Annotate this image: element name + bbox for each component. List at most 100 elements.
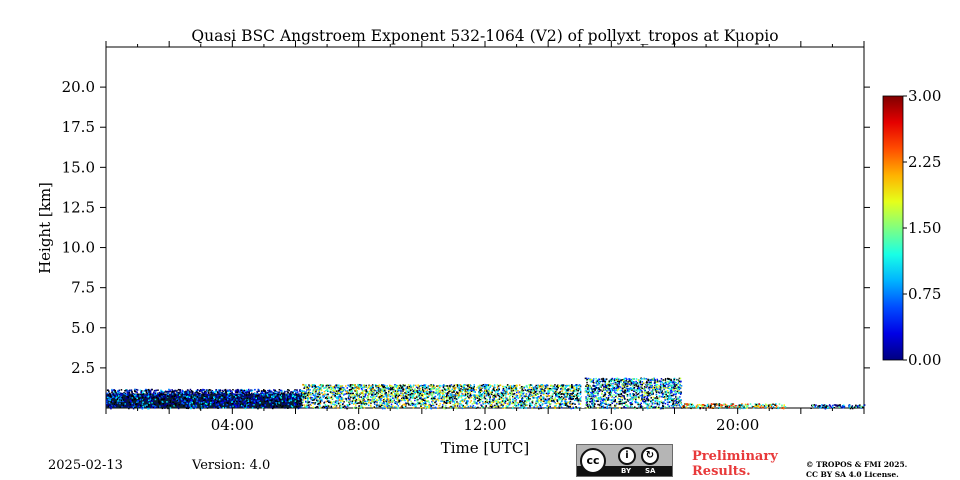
heatmap-cell <box>456 405 459 407</box>
heatmap-cell <box>421 387 424 389</box>
heatmap-cell <box>268 395 270 397</box>
heatmap-cell <box>187 395 189 398</box>
heatmap-cell <box>558 405 561 407</box>
heatmap-cell <box>116 405 118 407</box>
heatmap-cell <box>394 392 396 395</box>
heatmap-cell <box>108 390 110 392</box>
heatmap-cell <box>204 405 207 407</box>
heatmap-cell <box>252 400 254 402</box>
heatmap-cell <box>516 391 518 394</box>
heatmap-cell <box>163 395 166 398</box>
heatmap-cell <box>212 391 215 394</box>
heatmap-cell <box>157 395 159 398</box>
heatmap-cell <box>282 405 284 407</box>
heatmap-cell <box>232 405 234 407</box>
heatmap-cell <box>507 403 509 405</box>
heatmap-cell <box>576 387 578 390</box>
heatmap-cell <box>553 400 555 403</box>
heatmap-cell <box>489 397 491 399</box>
heatmap-cell <box>324 406 327 409</box>
heatmap-cell <box>467 405 470 408</box>
heatmap-cell <box>504 396 507 399</box>
heatmap-cell <box>354 385 357 387</box>
heatmap-cell <box>316 387 319 390</box>
heatmap-cell <box>299 397 302 400</box>
heatmap-cell <box>604 380 607 382</box>
heatmap-cell <box>394 402 397 404</box>
heatmap-cell <box>384 389 386 392</box>
heatmap-cell <box>495 396 497 398</box>
heatmap-cell <box>169 394 172 396</box>
heatmap-cell <box>149 391 152 393</box>
heatmap-cell <box>272 407 274 410</box>
heatmap-cell <box>303 395 306 398</box>
heatmap-cell <box>425 391 428 393</box>
heatmap-cell <box>512 406 514 408</box>
heatmap-cell <box>301 405 303 407</box>
heatmap-cell <box>256 391 259 394</box>
heatmap-cell <box>274 403 277 405</box>
heatmap-cell <box>353 397 356 399</box>
heatmap-cell <box>332 403 334 406</box>
heatmap-cell <box>318 397 321 400</box>
heatmap-cell <box>483 396 486 398</box>
heatmap-cell <box>188 401 191 403</box>
heatmap-cell <box>330 400 332 403</box>
heatmap-cell <box>485 387 487 389</box>
heatmap-cell <box>406 394 408 396</box>
heatmap-cell <box>394 393 396 396</box>
heatmap-cell <box>249 397 251 399</box>
heatmap-cell <box>318 391 321 394</box>
heatmap-cell <box>344 388 346 391</box>
heatmap-cell <box>383 385 385 388</box>
heatmap-cell <box>183 397 186 399</box>
heatmap-cell <box>462 400 464 403</box>
heatmap-cell <box>595 377 597 380</box>
heatmap-cell <box>288 402 290 404</box>
heatmap-cell <box>409 384 412 387</box>
heatmap-cell <box>301 394 303 397</box>
heatmap-cell <box>125 397 127 400</box>
heatmap-cell <box>568 398 570 400</box>
heatmap-cell <box>138 401 141 403</box>
heatmap-cell <box>379 393 382 396</box>
heatmap-cell <box>201 391 203 393</box>
heatmap-cell <box>247 404 249 407</box>
heatmap-cell <box>459 390 462 392</box>
heatmap-cell <box>117 392 119 394</box>
heatmap-cell <box>443 398 445 400</box>
heatmap-cell <box>402 388 405 390</box>
heatmap-cell <box>326 398 328 400</box>
heatmap-cell <box>195 401 197 404</box>
heatmap-cell <box>420 384 423 387</box>
heatmap-cell <box>347 397 350 399</box>
heatmap-cell <box>468 392 470 394</box>
heatmap-cell <box>255 398 257 401</box>
heatmap-cell <box>306 389 308 391</box>
heatmap-cell <box>372 397 375 399</box>
heatmap-cell <box>532 397 534 399</box>
heatmap-cell <box>668 379 671 381</box>
heatmap-cell <box>453 386 455 389</box>
heatmap-cell <box>525 395 527 397</box>
heatmap-cell <box>384 393 386 395</box>
heatmap-cell <box>368 404 370 407</box>
heatmap-cell <box>299 393 302 396</box>
heatmap-cell <box>192 400 195 403</box>
heatmap-cell <box>421 400 423 403</box>
heatmap-cell <box>333 391 335 393</box>
heatmap-cell <box>126 389 128 391</box>
heatmap-cell <box>178 395 180 397</box>
heatmap-cell <box>211 390 214 392</box>
heatmap-cell <box>196 393 198 396</box>
heatmap-cell <box>208 392 210 394</box>
heatmap-cell <box>147 394 150 396</box>
heatmap-cell <box>482 385 484 388</box>
heatmap-cell <box>421 394 423 396</box>
heatmap-cell <box>382 394 384 396</box>
heatmap-cell <box>227 390 229 392</box>
heatmap-cell <box>149 394 151 397</box>
heatmap-cell <box>520 401 523 404</box>
heatmap-cell <box>388 394 390 396</box>
heatmap-cell <box>655 406 657 409</box>
